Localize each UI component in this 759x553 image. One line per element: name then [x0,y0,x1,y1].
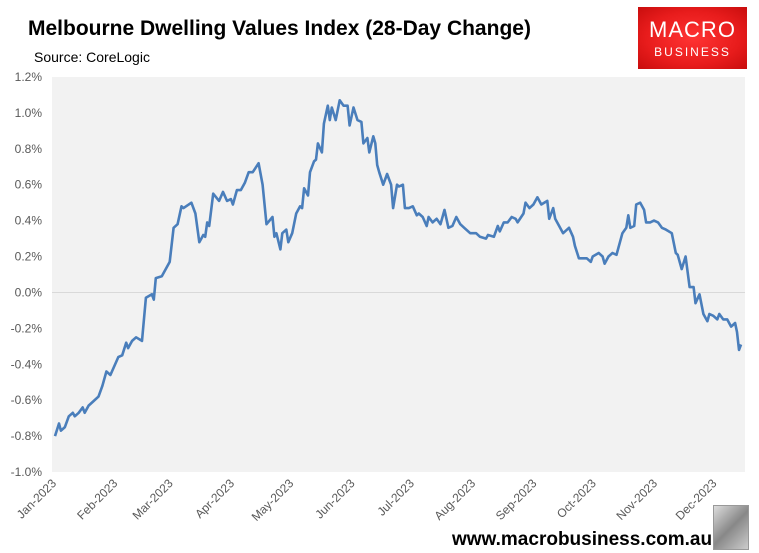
logo-line2: BUSINESS [654,45,731,59]
x-tick-label: Apr-2023 [192,476,237,521]
y-tick-label: 0.2% [15,250,43,264]
x-tick-label: Jun-2023 [312,476,358,522]
footer-url: www.macrobusiness.com.au [452,529,713,550]
y-tick-label: -0.6% [11,393,43,407]
chart-title: Melbourne Dwelling Values Index (28-Day … [28,17,531,40]
x-tick-label: Nov-2023 [613,476,660,523]
x-tick-label: Jan-2023 [14,476,60,522]
x-tick-label: Jul-2023 [374,476,417,519]
macrobusiness-logo: MACRO BUSINESS [638,7,747,69]
x-tick-label: May-2023 [249,476,297,524]
y-tick-label: 0.8% [15,142,43,156]
y-tick-label: 1.0% [15,106,43,120]
wolf-logo-image [713,505,749,550]
y-tick-label: -1.0% [11,465,43,479]
x-tick-label: Oct-2023 [554,476,599,521]
series-line [53,99,743,437]
y-tick-label: -0.8% [11,429,43,443]
chart-source: Source: CoreLogic [34,49,150,65]
y-tick-label: 1.2% [15,70,43,84]
plot-area [52,77,745,472]
x-tick-label: Aug-2023 [432,476,479,523]
y-tick-label: -0.4% [11,357,43,371]
x-tick-label: Sep-2023 [493,476,540,523]
x-tick-label: Mar-2023 [130,476,176,522]
logo-line1: MACRO [649,17,736,42]
y-tick-label: -0.2% [11,321,43,335]
y-tick-label: 0.0% [15,285,43,299]
x-tick-label: Feb-2023 [74,476,120,522]
y-tick-label: 0.4% [15,214,43,228]
y-tick-label: 0.6% [15,178,43,192]
